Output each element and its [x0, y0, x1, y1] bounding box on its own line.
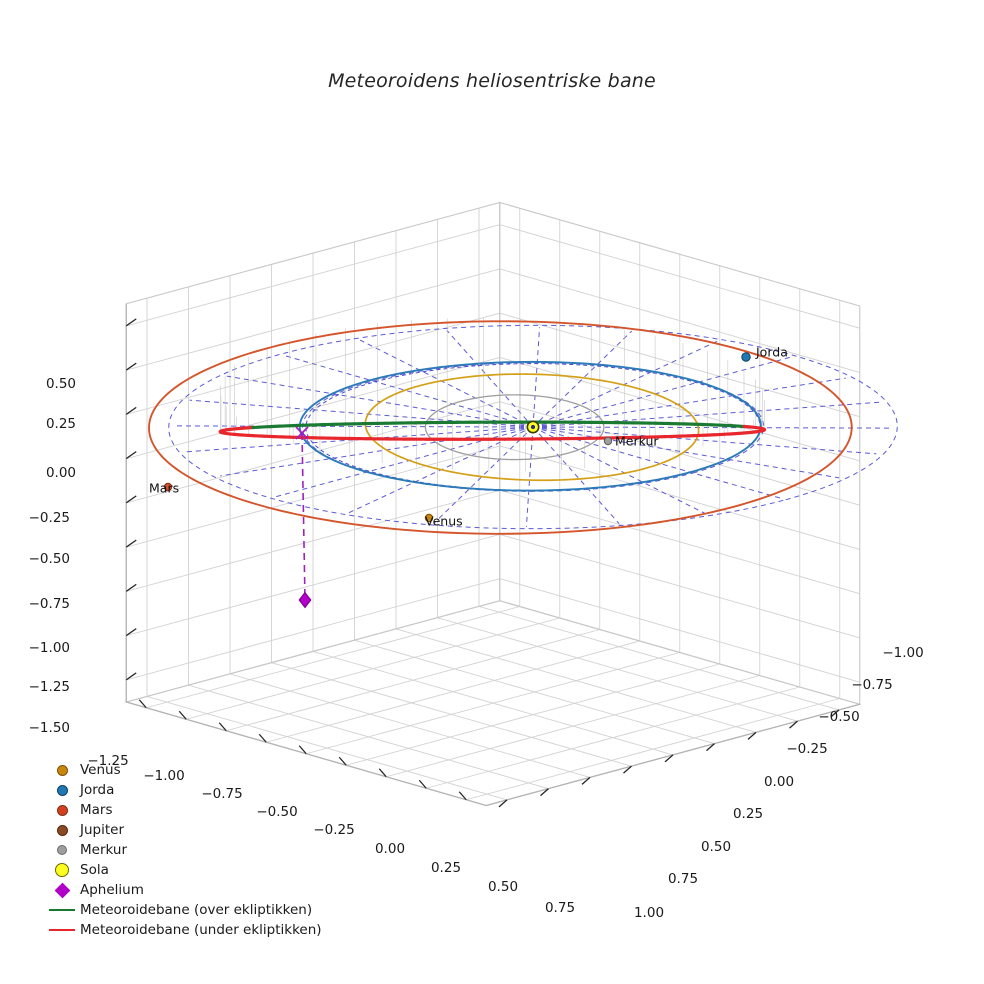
y-axis-tick-label: 0.75	[668, 871, 698, 887]
line-swatch-icon	[49, 909, 75, 911]
z-axis-tick-label: 0.00	[46, 465, 76, 481]
dot-marker-icon	[56, 804, 68, 816]
legend-diamond-swatch	[44, 882, 80, 898]
legend-item-merkur[interactable]: Merkur	[44, 840, 322, 860]
z-axis-tick-label: −0.50	[29, 551, 70, 567]
z-axis-tick-label: −1.25	[29, 679, 70, 695]
planet-orbits-layer	[148, 320, 853, 535]
legend-dot-swatch	[44, 764, 80, 776]
y-axis-tick-label: 0.50	[701, 839, 731, 855]
chart-legend: Venus Jorda Mars Jupiter Merkur Sola Aphelium M…	[44, 760, 322, 940]
legend-item-mars[interactable]: Mars	[44, 800, 322, 820]
legend-item-venus[interactable]: Venus	[44, 760, 322, 780]
meteoroid-orbit-layer	[218, 420, 767, 441]
dot-marker-icon	[56, 784, 68, 796]
legend-item-jorda[interactable]: Jorda	[44, 780, 322, 800]
z-axis-tick-label: −0.75	[29, 596, 70, 612]
y-axis-tick-label: 0.00	[764, 774, 794, 790]
axes-grid-layer	[124, 201, 862, 808]
dot-marker-icon	[55, 863, 69, 877]
x-axis-tick-label: 0.75	[545, 900, 575, 916]
x-axis-tick-label: −1.25	[87, 753, 128, 769]
planet-label: Mars	[149, 481, 179, 496]
legend-item-sola[interactable]: Sola	[44, 860, 322, 880]
legend-label: Jorda	[80, 782, 115, 798]
legend-label: Venus	[80, 762, 121, 778]
y-axis-tick-label: −0.25	[786, 741, 827, 757]
legend-line-swatch	[44, 909, 80, 911]
y-axis-tick-label: −0.75	[851, 677, 892, 693]
z-axis-tick-label: 0.25	[46, 416, 76, 432]
legend-item-meteoroidebane-over-ekliptikken[interactable]: Meteoroidebane (over ekliptikken)	[44, 900, 322, 920]
planet-label: Venus	[425, 514, 463, 529]
x-axis-tick-label: 0.50	[488, 879, 518, 895]
axis-tick-labels-layer: 0.500.250.00−0.25−0.50−0.75−1.00−1.25−1.…	[29, 376, 924, 921]
legend-label: Meteoroidebane (under ekliptikken)	[80, 922, 322, 938]
y-axis-tick-label: 1.00	[634, 905, 664, 921]
y-axis-tick-label: −0.50	[818, 709, 859, 725]
diamond-marker-icon	[54, 882, 70, 898]
legend-dot-swatch	[44, 863, 80, 877]
z-axis-tick-label: −0.25	[29, 510, 70, 526]
legend-line-swatch	[44, 929, 80, 931]
planet-label: Merkur	[615, 434, 659, 449]
x-axis-tick-label: −0.25	[313, 822, 354, 838]
z-axis-tick-label: −1.50	[29, 720, 70, 736]
line-swatch-icon	[49, 929, 75, 931]
legend-item-meteoroidebane-under-ekliptikken[interactable]: Meteoroidebane (under ekliptikken)	[44, 920, 322, 940]
projection-stems-layer	[220, 317, 765, 472]
x-axis-tick-label: −0.50	[256, 804, 297, 820]
z-axis-tick-label: −1.00	[29, 640, 70, 656]
legend-label: Sola	[80, 862, 109, 878]
legend-item-aphelium[interactable]: Aphelium	[44, 880, 322, 900]
legend-label: Aphelium	[80, 882, 144, 898]
x-axis-tick-label: −1.00	[143, 768, 184, 784]
z-axis-tick-label: 0.50	[46, 376, 76, 392]
legend-dot-swatch	[44, 784, 80, 796]
legend-dot-swatch	[44, 845, 80, 855]
reference-dashed-layer	[168, 324, 898, 530]
legend-dot-swatch	[44, 824, 80, 836]
chart-title: Meteoroidens heliosentriske bane	[328, 70, 656, 92]
y-axis-tick-label: −1.00	[882, 645, 923, 661]
x-axis-tick-label: 0.25	[431, 860, 461, 876]
planet-label: Jorda	[755, 345, 788, 360]
dot-marker-icon	[57, 845, 67, 855]
x-axis-tick-label: −0.75	[201, 786, 242, 802]
legend-label: Merkur	[80, 842, 128, 858]
aphelion-layer	[295, 426, 312, 609]
x-axis-tick-label: 0.00	[375, 841, 405, 857]
legend-label: Meteoroidebane (over ekliptikken)	[80, 902, 313, 918]
legend-dot-swatch	[44, 804, 80, 816]
dot-marker-icon	[56, 764, 68, 776]
legend-label: Jupiter	[80, 822, 125, 838]
dot-marker-icon	[56, 824, 68, 836]
legend-item-jupiter[interactable]: Jupiter	[44, 820, 322, 840]
legend-label: Mars	[80, 802, 113, 818]
body-markers-layer: Jorda Merkur Venus Mars	[149, 345, 788, 529]
y-axis-tick-label: 0.25	[733, 806, 763, 822]
